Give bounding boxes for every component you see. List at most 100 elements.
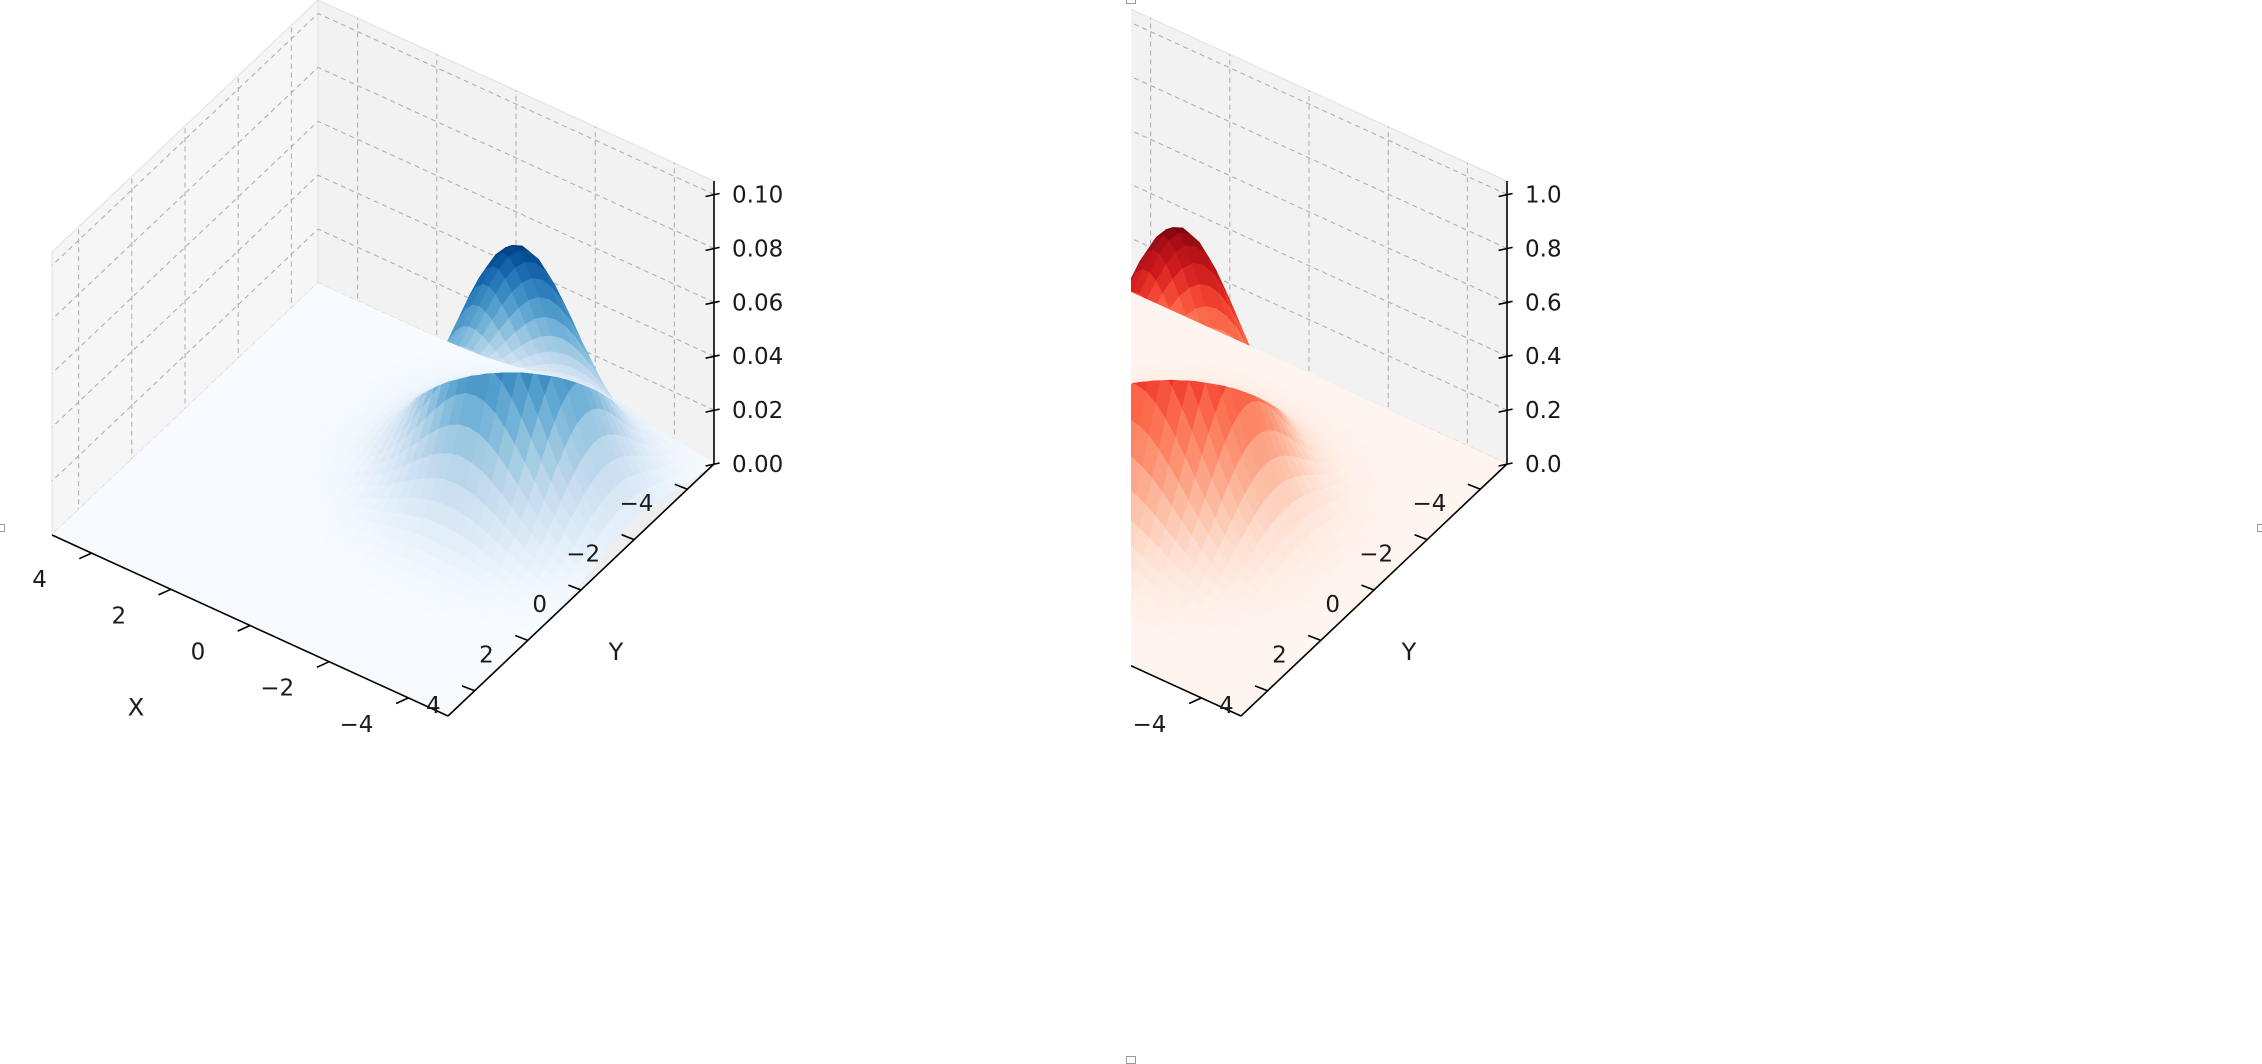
surface-patch xyxy=(1070,378,1087,412)
x-tick-label: −2 xyxy=(1053,676,1087,702)
y-axis-label: Y xyxy=(1401,638,1417,666)
surface-patch xyxy=(1093,344,1110,386)
surface-patch xyxy=(1080,591,1097,605)
surface-patch xyxy=(1031,422,1048,431)
surface-patch xyxy=(901,517,918,528)
surface-patch xyxy=(1103,507,1120,534)
surface-patch xyxy=(1074,389,1091,404)
y-tick-label: 0 xyxy=(532,592,547,618)
surface-patch xyxy=(1011,398,1028,408)
surface-patch xyxy=(1073,632,1090,643)
surface-patch xyxy=(1084,330,1101,341)
resize-handle-left[interactable] xyxy=(0,524,5,532)
surface-patch xyxy=(938,496,955,507)
surface-patch xyxy=(1060,582,1077,596)
surface-patch xyxy=(898,534,915,545)
surface-patch xyxy=(928,520,945,531)
surface-patch xyxy=(1104,339,1121,350)
resize-handle-bottom[interactable] xyxy=(1126,1056,1136,1064)
surface-patch xyxy=(987,574,1004,585)
surface-patch xyxy=(1064,396,1081,401)
z-tick-mark xyxy=(1498,300,1513,306)
surface-patch xyxy=(1131,346,1134,359)
surface-patch xyxy=(1007,517,1024,529)
y-tick-label: 2 xyxy=(479,642,494,668)
surface-patch xyxy=(1028,369,1045,379)
surface-patch xyxy=(1110,302,1127,344)
z-tick-label: 0.00 xyxy=(732,452,783,478)
resize-handle-right[interactable] xyxy=(2257,524,2262,532)
surface-patch xyxy=(1103,304,1120,341)
surface-patch xyxy=(1023,579,1040,591)
surface-patch xyxy=(994,426,1011,435)
surface-patch xyxy=(1131,319,1132,321)
surface-patch xyxy=(1027,519,1044,533)
surface-patch xyxy=(1096,529,1113,552)
surface-patch xyxy=(1091,351,1108,361)
surface-patch xyxy=(1084,391,1101,398)
surface-patch xyxy=(1046,599,1063,611)
surface-patch xyxy=(1027,448,1044,465)
surface-patch xyxy=(925,481,942,492)
surface-patch xyxy=(987,484,1004,494)
surface-patch xyxy=(974,472,991,482)
surface-patch xyxy=(1113,579,1130,597)
surface-patch xyxy=(871,531,888,542)
surface-patch xyxy=(1097,339,1114,365)
surface-patch xyxy=(998,410,1015,420)
surface-patch xyxy=(931,502,948,513)
surface-patch xyxy=(1031,434,1048,449)
z-tick-label: 0.0 xyxy=(1525,452,1562,478)
surface-patch xyxy=(1071,369,1088,378)
z-tick-label: 0.10 xyxy=(732,182,783,208)
surface-patch xyxy=(1078,363,1095,373)
resize-handle-top[interactable] xyxy=(1126,0,1136,4)
x-tick-mark xyxy=(1031,626,1043,632)
surface-patch xyxy=(1070,586,1087,600)
surface-patch xyxy=(958,532,975,543)
surface-patch xyxy=(1048,400,1065,406)
surface-patch xyxy=(1024,410,1041,418)
surface-patch xyxy=(977,569,994,580)
surface-patch xyxy=(1060,616,1077,628)
surface-patch xyxy=(1089,630,1106,642)
surface-patch xyxy=(1041,357,1058,367)
surface-patch xyxy=(1013,605,1030,616)
surface xyxy=(51,244,715,717)
surface-patch xyxy=(1107,384,1124,389)
surface-patch xyxy=(954,550,971,561)
surface-patch xyxy=(1131,347,1132,348)
grid-line-x xyxy=(1131,18,1152,321)
surface-patch xyxy=(925,453,942,464)
surface-patch xyxy=(1100,477,1117,506)
surface-patch xyxy=(1063,627,1080,638)
surface-patch xyxy=(1004,404,1021,414)
surface-patch xyxy=(1058,327,1075,338)
surface-patch xyxy=(974,500,991,511)
surface-patch xyxy=(1011,465,1027,477)
surface-patch xyxy=(994,535,1011,547)
surface-patch xyxy=(931,474,948,485)
surface-patch xyxy=(1014,407,1031,416)
x-tick-label: 4 xyxy=(32,567,47,593)
surface-patch xyxy=(1067,393,1084,410)
surface-patch xyxy=(921,470,938,481)
surface-patch xyxy=(1054,406,1071,415)
surface-patch xyxy=(1033,583,1050,595)
surface-patch xyxy=(985,423,1002,433)
surface-patch xyxy=(1080,476,1097,501)
surface-patch xyxy=(1054,412,1071,439)
surface-patch xyxy=(1058,355,1075,365)
surface-patch xyxy=(1084,351,1101,383)
z-tick-mark xyxy=(1498,408,1513,413)
surface-patch xyxy=(1061,338,1078,349)
surface-patch xyxy=(1024,468,1041,484)
surface-patch xyxy=(1038,373,1055,383)
z-tick-label: 0.02 xyxy=(732,398,783,424)
y-tick-label: −4 xyxy=(1412,491,1446,517)
surface-patch xyxy=(990,585,1007,596)
surface-patch xyxy=(1058,381,1075,390)
surface-patch xyxy=(1090,343,1107,373)
surface-patch xyxy=(998,435,1015,444)
z-tick-label: 0.2 xyxy=(1525,398,1562,424)
